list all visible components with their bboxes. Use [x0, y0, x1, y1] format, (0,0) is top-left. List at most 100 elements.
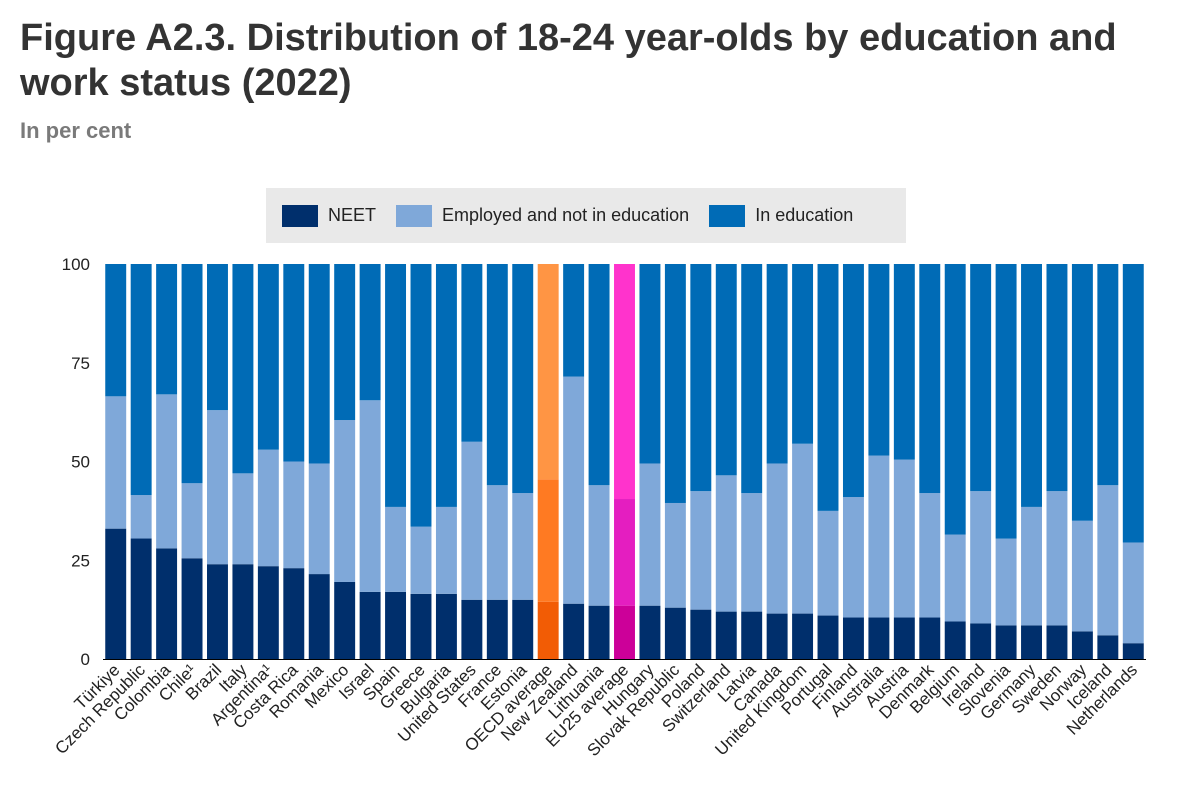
bar-segment-employed[interactable]	[893, 459, 915, 618]
bar-segment-neet[interactable]	[207, 564, 228, 659]
bar-segment-neet[interactable]	[435, 593, 457, 659]
bar-segment-in-education[interactable]	[741, 264, 763, 494]
bar-segment-in-education[interactable]	[105, 264, 127, 397]
bar-segment-neet[interactable]	[995, 625, 1017, 659]
bar-segment-in-education[interactable]	[1021, 264, 1042, 507]
bar-segment-neet[interactable]	[1097, 635, 1119, 659]
bar-segment-neet[interactable]	[512, 599, 534, 659]
bar-segment-employed[interactable]	[588, 485, 610, 606]
bar-segment-neet[interactable]	[130, 538, 152, 659]
bar-segment-in-education[interactable]	[792, 264, 814, 444]
bar-segment-employed[interactable]	[741, 493, 763, 612]
bar-segment-employed[interactable]	[232, 473, 254, 565]
bar-segment-employed[interactable]	[486, 485, 508, 600]
bar-segment-neet[interactable]	[970, 623, 992, 659]
bar-segment-in-education[interactable]	[614, 264, 635, 500]
bar-segment-in-education[interactable]	[486, 264, 508, 486]
bar-segment-neet[interactable]	[1071, 631, 1093, 659]
bar-segment-employed[interactable]	[283, 461, 305, 569]
bar-segment-employed[interactable]	[105, 396, 127, 529]
bar-segment-neet[interactable]	[334, 581, 356, 659]
bar-segment-neet[interactable]	[283, 568, 305, 659]
bar-segment-neet[interactable]	[664, 607, 686, 659]
bar-segment-in-education[interactable]	[207, 264, 228, 411]
bar-segment-neet[interactable]	[537, 601, 559, 659]
bar-segment-employed[interactable]	[512, 493, 534, 600]
bar-segment-in-education[interactable]	[308, 264, 330, 464]
bar-segment-in-education[interactable]	[435, 264, 457, 507]
bar-segment-in-education[interactable]	[588, 264, 610, 486]
bar-segment-in-education[interactable]	[919, 264, 941, 494]
bar-segment-neet[interactable]	[359, 591, 381, 659]
bar-segment-in-education[interactable]	[1046, 264, 1068, 492]
bar-segment-employed[interactable]	[1097, 485, 1119, 636]
bar-segment-employed[interactable]	[715, 475, 737, 612]
bar-segment-employed[interactable]	[995, 538, 1017, 626]
bar-segment-employed[interactable]	[130, 495, 152, 539]
bar-segment-in-education[interactable]	[868, 264, 890, 456]
bar-segment-employed[interactable]	[1021, 506, 1042, 626]
bar-segment-employed[interactable]	[181, 483, 203, 559]
bar-segment-neet[interactable]	[893, 617, 915, 659]
bar-segment-in-education[interactable]	[537, 264, 559, 480]
bar-segment-neet[interactable]	[792, 613, 814, 659]
bar-segment-neet[interactable]	[156, 548, 178, 659]
bar-segment-neet[interactable]	[257, 566, 279, 659]
bar-segment-employed[interactable]	[257, 449, 279, 567]
bar-segment-neet[interactable]	[308, 574, 330, 659]
bar-segment-in-education[interactable]	[639, 264, 661, 464]
bar-segment-neet[interactable]	[1046, 625, 1068, 659]
bar-segment-employed[interactable]	[664, 502, 686, 608]
bar-segment-employed[interactable]	[1122, 542, 1144, 644]
bar-segment-in-education[interactable]	[995, 264, 1017, 539]
bar-segment-in-education[interactable]	[563, 264, 585, 377]
bar-segment-neet[interactable]	[105, 528, 127, 659]
bar-segment-in-education[interactable]	[257, 264, 279, 450]
bar-segment-employed[interactable]	[792, 443, 814, 614]
bar-segment-in-education[interactable]	[130, 264, 152, 496]
bar-segment-neet[interactable]	[486, 599, 508, 659]
bar-segment-neet[interactable]	[842, 617, 864, 659]
bar-segment-in-education[interactable]	[842, 264, 864, 498]
bar-segment-in-education[interactable]	[461, 264, 483, 442]
bar-segment-neet[interactable]	[919, 617, 941, 659]
bar-segment-neet[interactable]	[410, 593, 432, 659]
bar-segment-employed[interactable]	[842, 497, 864, 618]
bar-segment-employed[interactable]	[385, 506, 407, 592]
bar-segment-neet[interactable]	[741, 611, 763, 659]
bar-segment-neet[interactable]	[614, 605, 635, 659]
bar-segment-in-education[interactable]	[334, 264, 356, 421]
bar-segment-employed[interactable]	[614, 499, 635, 606]
bar-segment-employed[interactable]	[156, 394, 178, 549]
bar-segment-in-education[interactable]	[690, 264, 712, 492]
bar-segment-employed[interactable]	[207, 410, 228, 565]
bar-segment-in-education[interactable]	[410, 264, 432, 527]
bar-segment-neet[interactable]	[715, 611, 737, 659]
bar-segment-neet[interactable]	[690, 609, 712, 660]
bar-segment-neet[interactable]	[563, 603, 585, 659]
bar-segment-in-education[interactable]	[385, 264, 407, 507]
bar-segment-in-education[interactable]	[1122, 264, 1144, 543]
bar-segment-employed[interactable]	[435, 506, 457, 594]
bar-segment-in-education[interactable]	[156, 264, 178, 395]
bar-segment-in-education[interactable]	[181, 264, 203, 484]
bar-segment-neet[interactable]	[868, 617, 890, 659]
bar-segment-neet[interactable]	[944, 621, 966, 659]
bar-segment-neet[interactable]	[385, 591, 407, 659]
bar-segment-in-education[interactable]	[970, 264, 992, 492]
bar-segment-employed[interactable]	[970, 491, 992, 624]
bar-segment-employed[interactable]	[766, 463, 788, 614]
bar-segment-neet[interactable]	[588, 605, 610, 659]
bar-segment-in-education[interactable]	[1097, 264, 1119, 486]
bar-segment-employed[interactable]	[537, 479, 559, 602]
bar-segment-neet[interactable]	[181, 558, 203, 659]
bar-segment-in-education[interactable]	[232, 264, 254, 474]
bar-segment-employed[interactable]	[359, 400, 381, 592]
bar-segment-employed[interactable]	[1071, 520, 1093, 632]
bar-segment-employed[interactable]	[868, 455, 890, 618]
bar-segment-in-education[interactable]	[817, 264, 839, 511]
legend-item-neet[interactable]: NEET	[282, 204, 376, 227]
bar-segment-neet[interactable]	[817, 615, 839, 659]
bar-segment-neet[interactable]	[1122, 643, 1144, 659]
bar-segment-employed[interactable]	[334, 420, 356, 582]
